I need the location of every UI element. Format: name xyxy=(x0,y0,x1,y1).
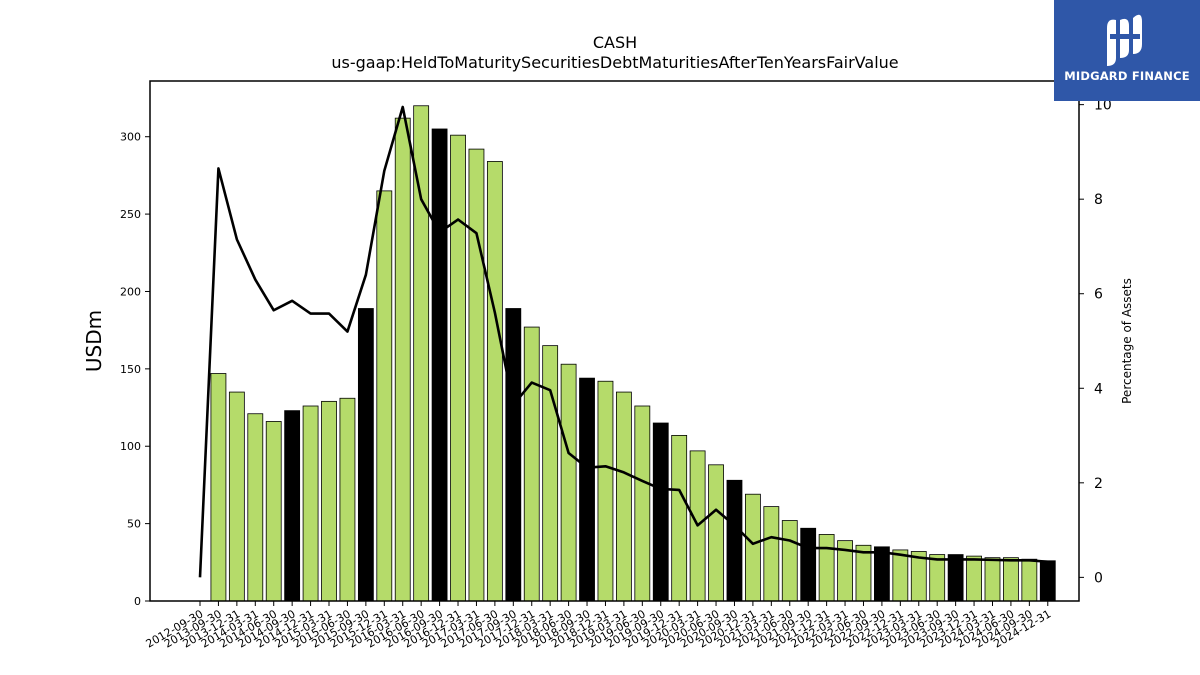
line-series xyxy=(198,105,1048,578)
y-axis-label: USDm xyxy=(82,310,106,372)
bar-2020-09-30 xyxy=(726,479,743,602)
plot-frame xyxy=(149,80,1080,602)
bar-2018-06-30 xyxy=(560,363,577,602)
bar-2018-09-30 xyxy=(579,377,595,602)
bar-2013-12-31 xyxy=(228,391,245,602)
bar-2015-06-30 xyxy=(339,397,356,602)
y-tick-label: 300 xyxy=(120,131,141,144)
bar-2023-06-30 xyxy=(929,554,946,602)
bar-2018-03-31 xyxy=(542,345,559,602)
y2-axis-label: Percentage of Assets xyxy=(1120,278,1134,404)
bar-2020-12-31 xyxy=(745,493,761,602)
y-tick-label: 150 xyxy=(120,363,141,376)
chart-title: CASH xyxy=(593,33,637,52)
bar-2021-03-31 xyxy=(763,506,780,602)
bar-2021-12-31 xyxy=(818,534,835,602)
chart-subtitle: us-gaap:HeldToMaturitySecuritiesDebtMatu… xyxy=(331,53,898,72)
bar-2024-03-31 xyxy=(984,557,1001,602)
y2-tick-label: 0 xyxy=(1094,570,1103,586)
bar-2017-03-31 xyxy=(468,148,485,602)
bar-2024-12-31 xyxy=(1039,560,1056,602)
bar-2019-12-31 xyxy=(671,434,688,602)
bar-2024-06-30 xyxy=(1003,557,1019,602)
logo-mark-icon xyxy=(1107,14,1142,66)
y-tick-label: 100 xyxy=(120,440,141,453)
bar-2015-12-31 xyxy=(376,190,393,602)
brand-logo: MIDGARD FINANCE xyxy=(1054,0,1200,101)
y2-tick-label: 8 xyxy=(1094,192,1103,208)
bar-2020-06-30 xyxy=(708,464,724,602)
y2-tick-label: 2 xyxy=(1094,476,1103,492)
bar-2015-03-31 xyxy=(321,400,337,602)
bar-2023-12-31 xyxy=(966,555,982,602)
bar-2014-12-31 xyxy=(302,405,319,602)
y2-axis-ticks: 0 2 4 6 8 10 xyxy=(1079,98,1112,586)
bar-2022-09-30 xyxy=(874,546,890,602)
bar-2014-09-30 xyxy=(284,410,301,602)
x-axis-ticks: 2012-09-302013-09-302013-12-312014-03-31… xyxy=(144,601,1053,651)
bar-2016-09-30 xyxy=(431,128,448,602)
percentage-of-assets-line xyxy=(198,105,1048,578)
y-tick-label: 50 xyxy=(127,518,141,531)
bar-2015-09-30 xyxy=(357,308,374,602)
y-tick-label: 250 xyxy=(120,208,141,221)
bar-2014-06-30 xyxy=(265,421,282,602)
bar-2019-06-30 xyxy=(634,405,651,602)
bar-2013-09-30 xyxy=(210,373,227,602)
bar-2019-03-31 xyxy=(615,391,632,602)
bar-2017-06-30 xyxy=(486,161,503,602)
bar-2016-03-31 xyxy=(394,117,411,602)
bar-2016-06-30 xyxy=(413,105,430,602)
y-tick-label: 0 xyxy=(134,595,141,608)
y-tick-label: 200 xyxy=(120,285,141,298)
bar-2019-09-30 xyxy=(652,422,669,602)
bar-2014-03-31 xyxy=(247,413,264,602)
logo-text: MIDGARD FINANCE xyxy=(1064,69,1190,83)
y2-tick-label: 10 xyxy=(1094,98,1112,114)
bar-2016-12-31 xyxy=(450,134,466,602)
bar-2021-06-30 xyxy=(781,520,798,602)
bar-2021-09-30 xyxy=(800,527,817,602)
y-axis-ticks: 0 50 100 150 200 250 300 xyxy=(120,131,150,608)
bar-2023-09-30 xyxy=(947,554,964,602)
bar-2022-12-31 xyxy=(892,549,909,602)
y2-tick-label: 4 xyxy=(1094,381,1103,397)
bar-2017-12-31 xyxy=(523,326,540,602)
bar-series xyxy=(210,105,1056,602)
y2-tick-label: 6 xyxy=(1094,287,1103,303)
bar-2018-12-31 xyxy=(597,380,614,602)
bar-2017-09-30 xyxy=(505,308,522,602)
bar-2022-06-30 xyxy=(855,544,872,602)
bar-2024-09-30 xyxy=(1021,558,1038,602)
